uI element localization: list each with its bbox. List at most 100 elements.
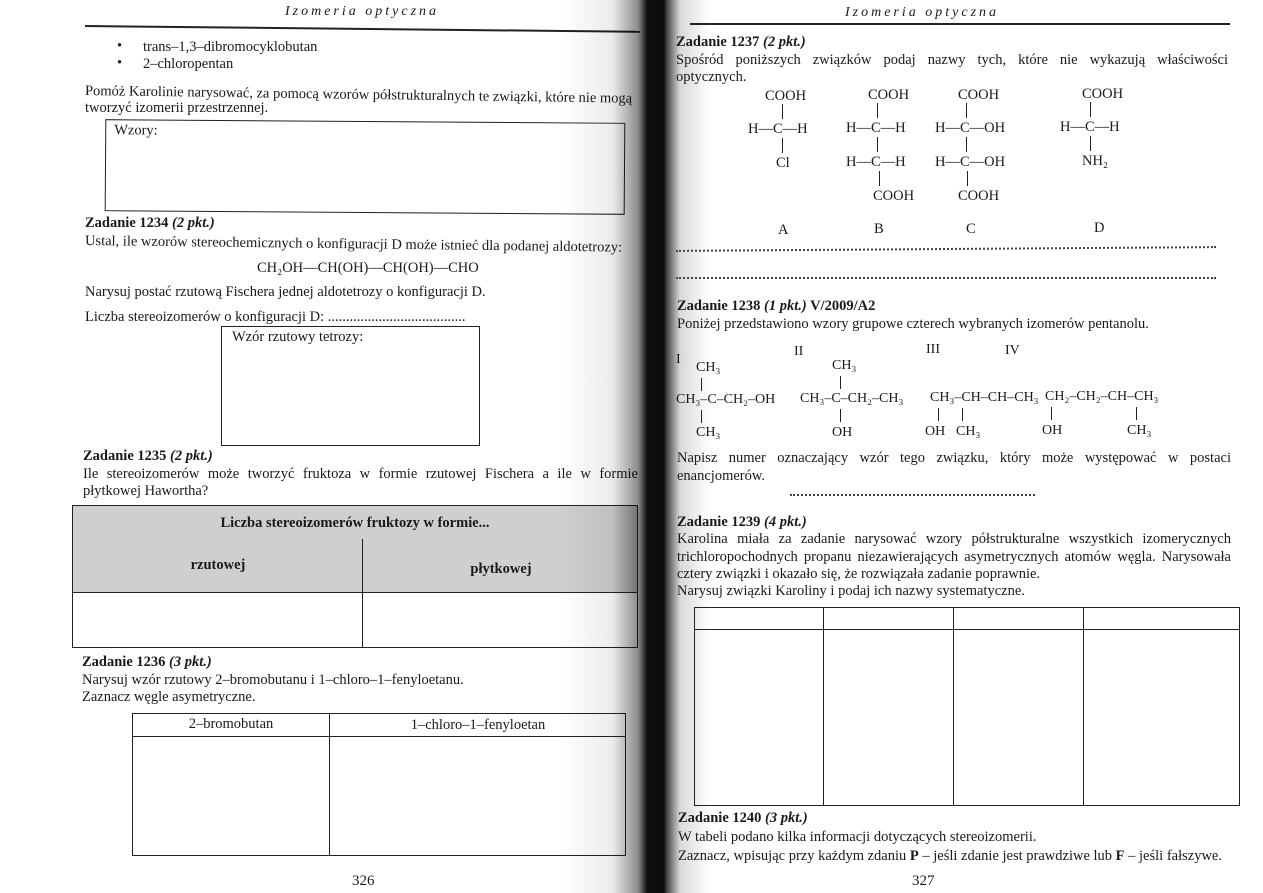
structure-group: COOH bbox=[958, 87, 1000, 103]
answer-cell[interactable] bbox=[955, 631, 1082, 805]
row-divider bbox=[133, 736, 625, 738]
bond bbox=[1136, 407, 1138, 420]
bond bbox=[966, 137, 968, 152]
answer-line[interactable] bbox=[675, 246, 1217, 252]
false-marker: F bbox=[1115, 848, 1125, 864]
task-text: trichloropochodnych propanu niezawierają… bbox=[677, 549, 1231, 565]
instruction-text: – jeśli zdanie jest prawdziwe lub bbox=[918, 848, 1116, 864]
bond bbox=[877, 137, 879, 152]
structure-group: COOH bbox=[765, 88, 807, 104]
running-header: Izomeria optyczna bbox=[285, 4, 440, 19]
bond bbox=[1051, 407, 1053, 420]
column-divider bbox=[1083, 608, 1085, 805]
formula-group: OH bbox=[1042, 423, 1063, 438]
task-number: Zadanie 1235 bbox=[83, 448, 167, 464]
answer-cell[interactable] bbox=[825, 631, 952, 805]
structure-label: B bbox=[874, 221, 884, 237]
table-header: Liczba stereoizomerów fruktozy w formie.… bbox=[220, 515, 490, 531]
page-number: 327 bbox=[912, 873, 935, 889]
bond bbox=[967, 171, 969, 186]
formula-group: OH bbox=[925, 424, 946, 439]
formula-numeral: III bbox=[926, 342, 940, 357]
structure-label: D bbox=[1094, 220, 1105, 236]
task-title: Zadanie 1238 (1 pkt.) V/2009/A2 bbox=[677, 298, 875, 315]
task-title: Zadanie 1237 (2 pkt.) bbox=[676, 34, 806, 51]
chemical-formula: CH₂OH—CH(OH)—CH(OH)—CHO bbox=[257, 260, 479, 276]
task-title: Zadanie 1235 (2 pkt.) bbox=[83, 448, 213, 465]
task-points: (1 pkt.) bbox=[764, 298, 807, 314]
task-text: Narysuj związki Karoliny i podaj ich naz… bbox=[677, 583, 1025, 599]
structure-group: H—C—H bbox=[1060, 119, 1120, 135]
answer-cell[interactable] bbox=[695, 631, 822, 805]
header-rule bbox=[84, 25, 640, 33]
instruction-text: Zaznacz, wpisując przy każdym zdaniu bbox=[678, 848, 910, 864]
bond bbox=[1090, 102, 1092, 117]
table-subheader-row: rzutowej płytkowej bbox=[73, 539, 637, 593]
bond bbox=[782, 104, 784, 119]
answer-cell-fischer[interactable] bbox=[73, 593, 362, 647]
task-text: Ile stereoizomerów może tworzyć fruktoza… bbox=[83, 466, 638, 482]
answer-box-tetrose[interactable]: Wzór rzutowy tetrozy: bbox=[221, 326, 480, 446]
task-text: optycznych. bbox=[676, 69, 747, 85]
intro-text: tworzyć izomerii przestrzennej. bbox=[85, 100, 269, 116]
task-number: Zadanie 1236 bbox=[82, 654, 166, 670]
column-divider bbox=[329, 714, 331, 855]
bond bbox=[701, 410, 703, 423]
formula-main-chain: CH₃–C–CH₂–OH bbox=[676, 392, 776, 407]
task-text: enancjomerów. bbox=[677, 468, 766, 484]
structure-group: H—C—OH bbox=[935, 154, 1006, 170]
column-header: 1–chloro–1–fenyloetan bbox=[410, 717, 546, 733]
task-text: Spośród poniższych związków podaj nazwy … bbox=[676, 52, 1228, 68]
page-number: 326 bbox=[352, 873, 375, 889]
formula-numeral: I bbox=[676, 352, 681, 367]
task-points: (3 pkt.) bbox=[169, 654, 212, 670]
formula-main-chain: CH₃–CH–CH–CH₃ bbox=[930, 390, 1039, 405]
box-label: Wzory: bbox=[114, 122, 158, 139]
formula-group: CH₃ bbox=[696, 360, 721, 375]
structure-group: H—C—H bbox=[846, 120, 906, 136]
formula-numeral: II bbox=[794, 344, 804, 359]
task-text: Poniżej przedstawiono wzory grupowe czte… bbox=[677, 316, 1149, 332]
column-header: płytkowej bbox=[470, 561, 532, 577]
task-title: Zadanie 1234 (2 pkt.) bbox=[85, 215, 215, 232]
structure-group: H—C—H bbox=[748, 121, 808, 137]
fischer-projection-table: 2–bromobutan 1–chloro–1–fenyloetan bbox=[132, 713, 626, 856]
task-number: Zadanie 1240 bbox=[678, 810, 762, 826]
answer-cell-bromobutane[interactable] bbox=[133, 738, 328, 855]
structure-group: Cl bbox=[776, 155, 790, 171]
task-title: Zadanie 1236 (3 pkt.) bbox=[82, 654, 212, 671]
task-points: (2 pkt.) bbox=[170, 448, 213, 464]
structure-group: H—C—OH bbox=[935, 120, 1006, 136]
stereoisomer-count-field[interactable]: Liczba stereoizomerów o konfiguracji D: … bbox=[85, 309, 466, 325]
answer-line[interactable] bbox=[676, 277, 1216, 279]
true-marker: P bbox=[909, 848, 919, 864]
formula-main-chain: CH₂–CH₂–CH–CH₃ bbox=[1045, 389, 1159, 404]
answer-line[interactable] bbox=[790, 494, 1035, 496]
task-text: Narysuj postać rzutową Fischera jednej a… bbox=[85, 284, 486, 300]
answer-box-formulas[interactable]: Wzory: bbox=[104, 119, 626, 215]
formula-group: CH₃ bbox=[696, 425, 721, 440]
bond bbox=[877, 103, 879, 118]
task-points: (4 pkt.) bbox=[764, 514, 807, 530]
bullet-icon: • bbox=[117, 38, 123, 54]
task-number: Zadanie 1234 bbox=[85, 215, 169, 231]
bond bbox=[1090, 136, 1092, 151]
task-title: Zadanie 1239 (4 pkt.) bbox=[677, 514, 807, 531]
trichloropropane-table bbox=[694, 607, 1240, 806]
bond bbox=[840, 376, 842, 389]
task-number: Zadanie 1238 bbox=[677, 298, 761, 314]
formula-numeral: IV bbox=[1005, 343, 1020, 358]
structure-label: A bbox=[778, 222, 789, 238]
task-points: (2 pkt.) bbox=[763, 34, 806, 50]
bond bbox=[962, 408, 964, 421]
task-number: Zadanie 1237 bbox=[676, 34, 760, 50]
answer-cell[interactable] bbox=[1085, 631, 1239, 805]
running-header: Izomeria optyczna bbox=[845, 5, 1000, 20]
task-text: W tabeli podano kilka informacji dotyczą… bbox=[678, 829, 1037, 845]
structure-group: COOH bbox=[873, 188, 915, 204]
formula-main-chain: CH₃–C–CH₂–CH₃ bbox=[800, 391, 904, 406]
task-text: Karolina miała za zadanie narysować wzor… bbox=[677, 531, 1231, 547]
bond bbox=[938, 408, 940, 421]
task-title: Zadanie 1240 (3 pkt.) bbox=[678, 810, 808, 827]
column-divider bbox=[953, 608, 955, 805]
